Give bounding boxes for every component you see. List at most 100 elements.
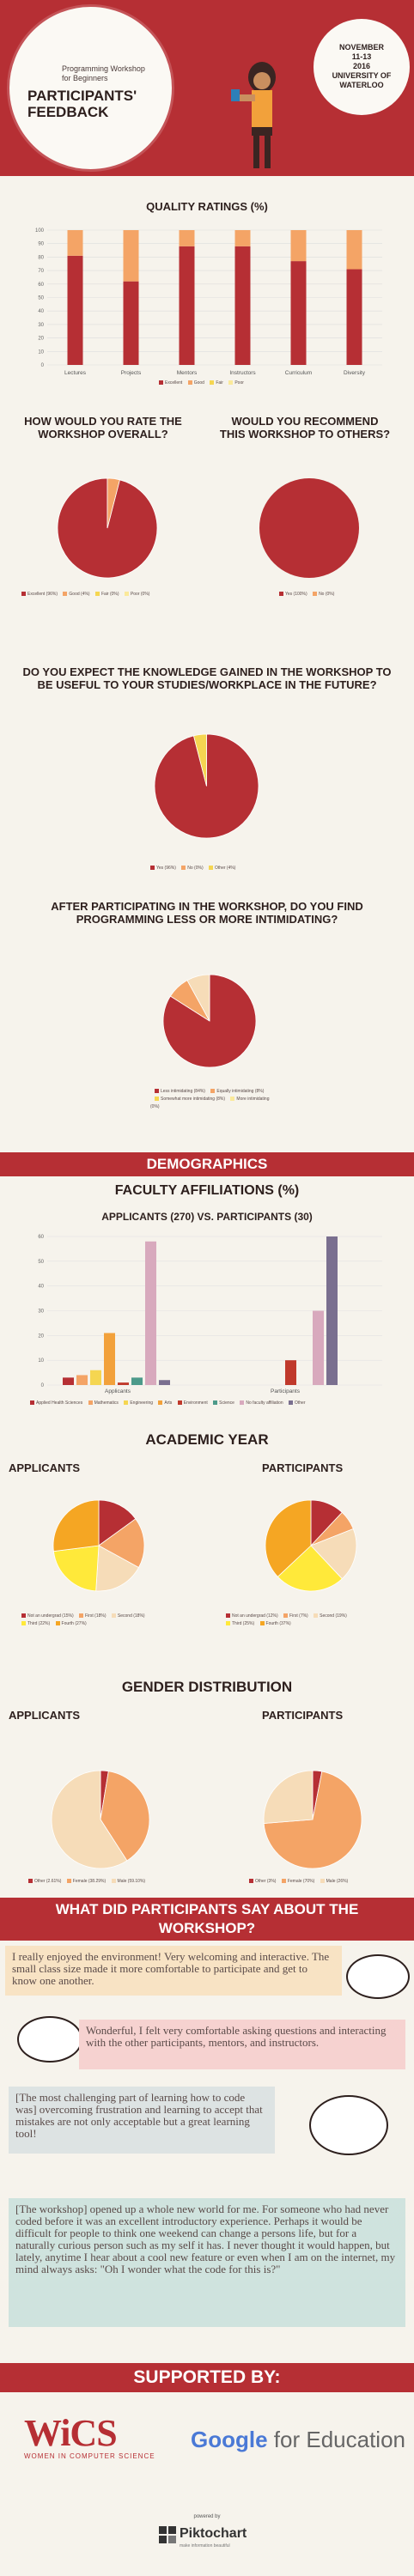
bar-excellent xyxy=(346,269,362,365)
pie-slice xyxy=(51,1770,128,1869)
x-tick-label: Lectures xyxy=(64,370,87,376)
y-tick-label: 20 xyxy=(38,337,44,342)
academic-legend-item: First (18%) xyxy=(85,1613,107,1619)
faculty-legend-item: No faculty affiliation xyxy=(246,1400,283,1406)
piktochart-logo: Piktochart make information beautiful xyxy=(159,2524,253,2559)
quote-2: Wonderful, I felt very comfortable askin… xyxy=(79,2020,405,2069)
q4-title: AFTER PARTICIPATING IN THE WORKSHOP, DO … xyxy=(51,900,363,926)
q2-legend-item: Yes (100%) xyxy=(285,592,307,597)
pie-slice xyxy=(263,1771,362,1869)
google-logo-text: Google xyxy=(191,2427,268,2452)
y-tick-label: 10 xyxy=(38,349,44,355)
powered-by-label: powered by xyxy=(193,2514,221,2519)
q2-title: WOULD YOU RECOMMEND THIS WORKSHOP TO OTH… xyxy=(219,415,391,440)
q1-legend-item: Poor (0%) xyxy=(130,592,150,597)
bar-excellent xyxy=(179,246,195,365)
wics-logo: WiCS WOMEN IN COMPUTER SCIENCE xyxy=(24,2412,155,2461)
gender-title: GENDER DISTRIBUTION xyxy=(121,1679,293,1695)
bar-excellent xyxy=(67,255,83,365)
mascot-illustration xyxy=(231,62,276,168)
pie-slice xyxy=(186,974,210,1022)
bar-good xyxy=(234,230,251,246)
pie-slice xyxy=(265,1499,312,1577)
x-tick-label: Participants xyxy=(271,1388,301,1394)
legend-good: Good xyxy=(193,380,204,386)
bar-good xyxy=(290,230,307,262)
q2-legend-item: No (0%) xyxy=(319,592,335,597)
y-tick-label: 100 xyxy=(35,228,45,234)
gender-legend-item: Male (59.10%) xyxy=(117,1879,146,1884)
academic-title: ACADEMIC YEAR xyxy=(145,1431,269,1448)
bar-faculty xyxy=(326,1236,338,1385)
x-tick-label: Curriculum xyxy=(285,370,312,376)
y-tick-label: 80 xyxy=(38,255,44,260)
bar-faculty xyxy=(63,1377,74,1385)
pie-slice xyxy=(52,1545,100,1592)
academic-legend-item: Second (18%) xyxy=(117,1613,145,1619)
bar-faculty xyxy=(118,1382,129,1385)
faculty-subtitle: APPLICANTS (270) VS. PARTICIPANTS (30) xyxy=(101,1211,313,1223)
q3-title: DO YOU EXPECT THE KNOWLEDGE GAINED IN TH… xyxy=(22,665,392,691)
gender-applicants-label: APPLICANTS xyxy=(9,1709,81,1722)
pie-slice xyxy=(192,733,207,787)
x-tick-label: Applicants xyxy=(105,1388,131,1394)
bar-faculty xyxy=(131,1377,143,1385)
piktochart-subtitle: make information beautiful xyxy=(180,2543,230,2549)
gender-legend-item: Other (2.61%) xyxy=(34,1879,62,1884)
academic-legend-item: Not an undergrad (12%) xyxy=(232,1613,278,1619)
bar-good xyxy=(123,230,139,282)
gender-participants-legend: Other (3%) Female (70%) Male (26%) xyxy=(245,1879,348,1884)
q2-pie-chart xyxy=(259,478,359,578)
gender-legend-item: Female (70%) xyxy=(287,1879,315,1884)
pie-slice xyxy=(259,478,359,578)
date-circle xyxy=(314,19,410,115)
wics-logo-text: WiCS xyxy=(24,2412,118,2454)
y-tick-label: 30 xyxy=(38,323,44,328)
q1-legend-item: Fair (0%) xyxy=(100,592,119,597)
q4-legend-item: Less intimidating (84%) xyxy=(161,1089,205,1094)
legend-poor: Poor xyxy=(234,380,244,386)
google-education-logo: Google for Education xyxy=(191,2427,405,2453)
academic-participants-pie xyxy=(265,1499,357,1592)
y-tick-label: 0 xyxy=(41,363,45,368)
bar-faculty xyxy=(145,1241,156,1385)
quotes-band: WHAT DID PARTICIPANTS SAY ABOUT THE WORK… xyxy=(0,1898,414,1941)
quote-3: [The most challenging part of learning h… xyxy=(9,2087,275,2154)
academic-participants-label: PARTICIPANTS xyxy=(262,1461,344,1474)
header-banner: Programming Workshop for Beginners PARTI… xyxy=(0,0,414,176)
faculty-legend-item: Applied Health Sciences xyxy=(36,1400,83,1406)
legend-fair: Fair xyxy=(216,380,223,386)
faculty-legend: Applied Health Sciences Mathematics Engi… xyxy=(26,1400,395,1407)
speech-bubble-icon xyxy=(309,2095,388,2155)
q1-pie-chart xyxy=(57,477,158,579)
wics-logo-subtitle: WOMEN IN COMPUTER SCIENCE xyxy=(24,2452,155,2460)
speech-bubble-icon xyxy=(17,2016,82,2063)
q3-legend-item: No (0%) xyxy=(187,866,204,871)
academic-legend-item: Fourth (37%) xyxy=(265,1621,291,1626)
q2-legend: Yes (100%) No (0%) xyxy=(275,592,334,597)
academic-legend-item: Third (22%) xyxy=(27,1621,51,1626)
pie-slice xyxy=(52,1499,100,1552)
academic-legend-item: First (7%) xyxy=(289,1613,308,1619)
academic-legend-item: Third (25%) xyxy=(232,1621,255,1626)
faculty-title: FACULTY AFFILIATIONS (%) xyxy=(114,1183,300,1198)
pie-slice xyxy=(263,1770,314,1824)
y-tick-label: 20 xyxy=(38,1334,44,1339)
academic-participants-legend: Not an undergrad (12%) First (7%) Second… xyxy=(222,1613,412,1628)
q4-legend-item: Equally intimidating (8%) xyxy=(216,1089,265,1094)
y-tick-label: 70 xyxy=(38,269,44,274)
faculty-legend-item: Mathematics xyxy=(94,1400,119,1406)
bar-faculty xyxy=(285,1360,296,1385)
gender-legend-item: Other (3%) xyxy=(255,1879,277,1884)
quality-legend: Excellent Good Fair Poor xyxy=(155,380,244,386)
quality-bar-chart: 0 10 20 30 40 50 60 70 80 90 100 Lectures Projects Me… xyxy=(35,228,382,376)
q4-legend: Less intimidating (84%) Equally intimida… xyxy=(150,1088,279,1111)
piktochart-text: Piktochart xyxy=(180,2526,247,2541)
academic-applicants-label: APPLICANTS xyxy=(9,1461,81,1474)
q4-legend-item: Somewhat more intimidating (8%) xyxy=(161,1097,226,1102)
speech-bubble-icon xyxy=(346,1954,410,1999)
x-tick-label: Mentors xyxy=(177,370,198,376)
q1-title: HOW WOULD YOU RATE THE WORKSHOP OVERALL? xyxy=(24,415,182,440)
gender-applicants-legend: Other (2.61%) Female (38.29%) Male (59.1… xyxy=(24,1879,145,1884)
quality-title: QUALITY RATINGS (%) xyxy=(146,200,268,213)
